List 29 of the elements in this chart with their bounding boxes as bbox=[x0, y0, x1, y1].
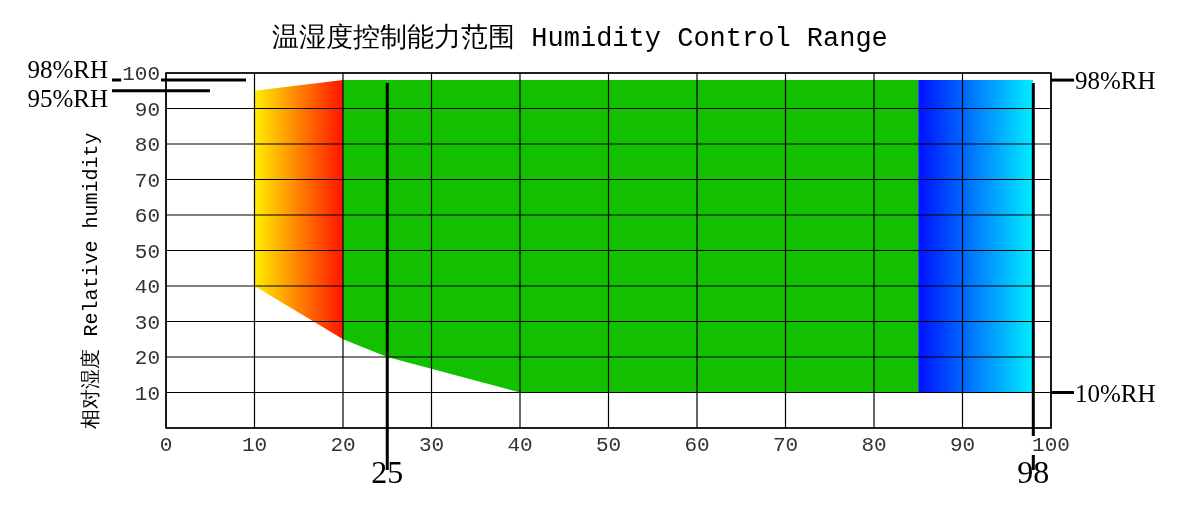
x-tick-label: 30 bbox=[418, 434, 445, 457]
x-tick-label: 20 bbox=[330, 434, 356, 457]
ref-line-label: 98%RH bbox=[27, 56, 108, 84]
y-axis-title: 相对湿度 Relative humidity bbox=[80, 132, 103, 429]
ref-line-label: 25 bbox=[371, 454, 404, 490]
y-tick-label: 70 bbox=[134, 169, 160, 193]
ref-line-label: 98 bbox=[1017, 454, 1050, 490]
x-tick-label: 0 bbox=[159, 434, 173, 457]
y-tick-label: 40 bbox=[134, 276, 160, 299]
x-tick-label: 70 bbox=[772, 434, 799, 457]
y-tick-label: 10 bbox=[134, 382, 160, 406]
y-tick-label: 100 bbox=[122, 63, 160, 86]
x-tick-label: 90 bbox=[949, 434, 976, 457]
x-tick-label: 10 bbox=[241, 434, 268, 457]
y-tick-label: 20 bbox=[134, 347, 160, 370]
ref-line-label: 98%RH bbox=[1075, 67, 1156, 95]
x-tick-label: 80 bbox=[861, 434, 887, 457]
x-tick-label: 60 bbox=[684, 434, 710, 457]
x-tick-label: 50 bbox=[595, 434, 622, 457]
ref-line-label: 95%RH bbox=[27, 84, 108, 112]
y-tick-label: 80 bbox=[134, 134, 160, 157]
x-tick-label: 100 bbox=[1032, 434, 1070, 457]
y-tick-label: 50 bbox=[134, 240, 160, 264]
y-tick-label: 90 bbox=[134, 98, 160, 122]
y-tick-label: 30 bbox=[134, 311, 160, 335]
ref-line-label: 10%RH bbox=[1075, 379, 1156, 407]
x-tick-label: 40 bbox=[507, 434, 533, 457]
chart-title: 温湿度控制能力范围 Humidity Control Range bbox=[272, 23, 888, 54]
y-tick-label: 60 bbox=[134, 205, 160, 228]
